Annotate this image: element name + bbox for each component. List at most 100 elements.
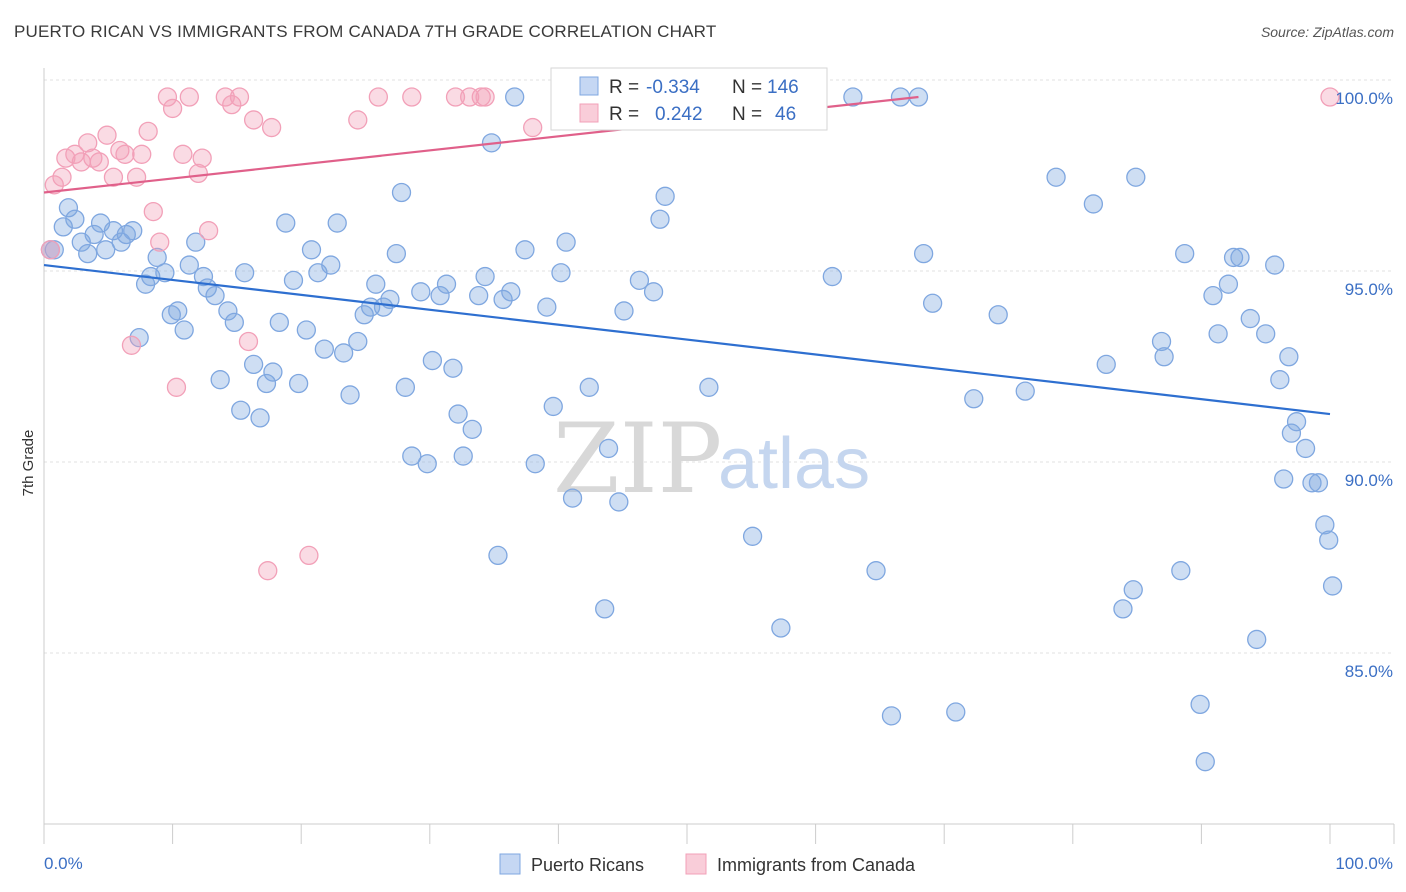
point-puerto-ricans-86 (629, 270, 650, 291)
point-immigrants-from-canada-29 (229, 87, 250, 107)
point-immigrants-from-canada-30 (238, 331, 259, 352)
point-puerto-ricans-55 (391, 182, 412, 203)
point-puerto-ricans-101 (843, 87, 863, 107)
x-tick-label-1: 100.0% (1335, 854, 1393, 873)
point-immigrants-from-canada-37 (402, 87, 422, 107)
point-puerto-ricans-9 (96, 240, 116, 260)
point-puerto-ricans-117 (1126, 167, 1146, 187)
point-immigrants-from-canada-42 (523, 117, 543, 138)
legend-swatch-puerto-ricans (579, 76, 599, 96)
point-immigrants-from-canada-24 (188, 163, 208, 184)
point-puerto-ricans-97 (771, 618, 791, 638)
point-puerto-ricans-111 (1015, 381, 1035, 401)
legend-n-label-1: N = (732, 77, 762, 98)
legend-n-value-1: 146 (767, 77, 799, 98)
point-immigrants-from-canada-6 (78, 133, 98, 153)
bottom-legend-label-immigrants-from-canada: Immigrants from Canada (717, 855, 916, 875)
point-puerto-ricans-77 (543, 396, 563, 417)
point-puerto-ricans-3 (58, 198, 79, 218)
y-tick-label-3: 100.0% (1335, 89, 1393, 108)
y-tick-label-2: 95.0% (1345, 280, 1393, 299)
point-puerto-ricans-4 (65, 209, 85, 229)
point-immigrants-from-canada-32 (258, 561, 278, 581)
point-immigrants-from-canada-1 (44, 175, 64, 195)
point-puerto-ricans-135 (1281, 423, 1302, 443)
point-puerto-ricans-72 (501, 282, 521, 302)
point-puerto-ricans-107 (922, 293, 943, 313)
point-puerto-ricans-81 (579, 377, 599, 397)
point-immigrants-from-canada-26 (198, 221, 219, 241)
point-immigrants-from-canada-13 (121, 335, 142, 355)
point-immigrants-from-canada-34 (299, 545, 319, 566)
point-puerto-ricans-103 (881, 706, 902, 726)
point-puerto-ricans-137 (1295, 438, 1316, 459)
point-immigrants-from-canada-11 (110, 140, 130, 161)
point-puerto-ricans-37 (276, 213, 296, 233)
point-puerto-ricans-120 (1171, 561, 1191, 581)
point-puerto-ricans-54 (386, 243, 407, 264)
tick-labels: 85.0% 90.0% 95.0% 100.0% 0.0% 100.0% (44, 89, 1393, 873)
point-puerto-ricans-60 (422, 350, 443, 371)
point-puerto-ricans-26 (205, 285, 225, 306)
point-puerto-ricans-104 (890, 87, 911, 107)
point-puerto-ricans-22 (179, 255, 199, 275)
legend-r-value-2: 0.242 (655, 104, 703, 125)
point-puerto-ricans-67 (469, 285, 489, 306)
point-immigrants-from-canada-27 (215, 87, 235, 107)
point-puerto-ricans-88 (643, 282, 664, 302)
y-axis-title: 7th Grade (20, 430, 37, 497)
point-puerto-ricans-138 (1302, 473, 1322, 493)
bottom-legend-swatch-puerto-ricans (499, 853, 521, 875)
point-puerto-ricans-24 (193, 266, 214, 287)
series-puerto-ricans (40, 87, 1343, 772)
point-puerto-ricans-124 (1203, 285, 1223, 306)
point-puerto-ricans-65 (453, 446, 473, 466)
point-puerto-ricans-18 (155, 263, 175, 283)
point-puerto-ricans-115 (1113, 599, 1133, 619)
point-puerto-ricans-44 (321, 255, 341, 275)
point-immigrants-from-canada-10 (103, 167, 124, 187)
point-puerto-ricans-92 (699, 377, 719, 397)
point-puerto-ricans-102 (866, 561, 886, 581)
point-puerto-ricans-126 (1218, 274, 1239, 294)
point-puerto-ricans-68 (475, 266, 495, 287)
legend-r-label-2: R = (609, 104, 639, 125)
point-puerto-ricans-63 (443, 358, 463, 378)
point-puerto-ricans-80 (562, 488, 583, 508)
point-puerto-ricans-132 (1265, 255, 1285, 275)
point-puerto-ricans-58 (411, 282, 431, 302)
point-puerto-ricans-31 (234, 263, 255, 283)
point-puerto-ricans-125 (1208, 324, 1228, 344)
point-immigrants-from-canada-31 (243, 110, 264, 130)
point-immigrants-from-canada-2 (52, 167, 72, 187)
point-puerto-ricans-79 (556, 232, 576, 252)
point-puerto-ricans-35 (263, 362, 283, 382)
point-puerto-ricans-39 (288, 373, 309, 394)
legend-n-label-2: N = (732, 104, 762, 125)
point-puerto-ricans-47 (340, 385, 360, 405)
point-immigrants-from-canada-25 (192, 148, 212, 168)
point-immigrants-from-canada-28 (222, 94, 242, 115)
point-immigrants-from-canada-9 (97, 125, 117, 145)
point-puerto-ricans-45 (327, 213, 347, 233)
legend-swatch-immigrants-from-canada (579, 103, 599, 123)
point-puerto-ricans-89 (650, 209, 670, 229)
point-puerto-ricans-27 (210, 370, 230, 390)
point-puerto-ricans-100 (822, 266, 842, 287)
stats-legend: R = -0.334 N = 146 R = 0.242 N = 46 (550, 67, 828, 131)
point-puerto-ricans-43 (314, 339, 334, 359)
point-puerto-ricans-36 (269, 312, 289, 333)
point-immigrants-from-canada-38 (445, 87, 466, 107)
point-immigrants-from-canada-35 (348, 110, 368, 130)
point-puerto-ricans-95 (742, 526, 763, 546)
point-puerto-ricans-59 (417, 454, 437, 474)
point-immigrants-from-canada-22 (173, 144, 193, 164)
point-immigrants-from-canada-17 (143, 201, 163, 222)
point-immigrants-from-canada-19 (157, 87, 178, 107)
watermark: ZIP atlas (553, 403, 870, 515)
point-puerto-ricans-110 (988, 305, 1008, 325)
bottom-legend: Puerto Ricans Immigrants from Canada (499, 853, 916, 875)
point-puerto-ricans-78 (551, 263, 571, 283)
point-puerto-ricans-49 (354, 305, 374, 325)
point-puerto-ricans-48 (348, 331, 368, 352)
